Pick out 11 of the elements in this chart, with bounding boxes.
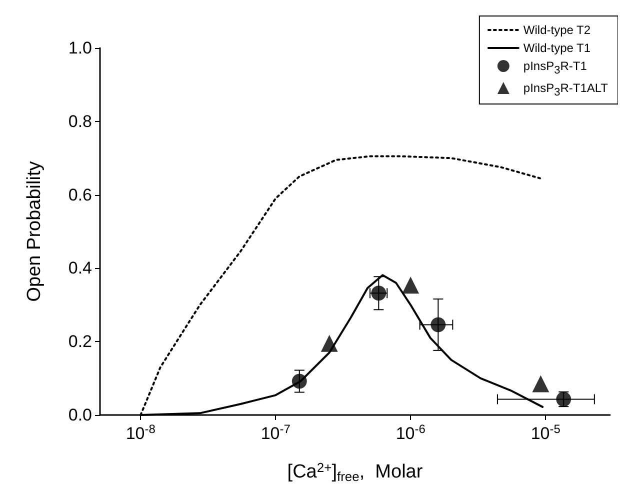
legend-label: Wild-type T1 [523, 41, 591, 55]
legend-label: Wild-type T2 [523, 23, 591, 37]
legend-label: pInsP3R-T1ALT [523, 81, 609, 98]
y-tick-label: 0.8 [68, 112, 92, 131]
y-tick-label: 0.6 [68, 185, 92, 204]
y-tick-label: 0.4 [68, 258, 92, 278]
y-tick-label: 0.0 [68, 406, 92, 424]
legend-label: pInsP3R-T1 [523, 59, 588, 76]
y-axis-title: Open Probability [24, 160, 45, 302]
y-tick-label: 1.0 [68, 38, 92, 58]
y-tick-label: 0.2 [68, 332, 92, 352]
